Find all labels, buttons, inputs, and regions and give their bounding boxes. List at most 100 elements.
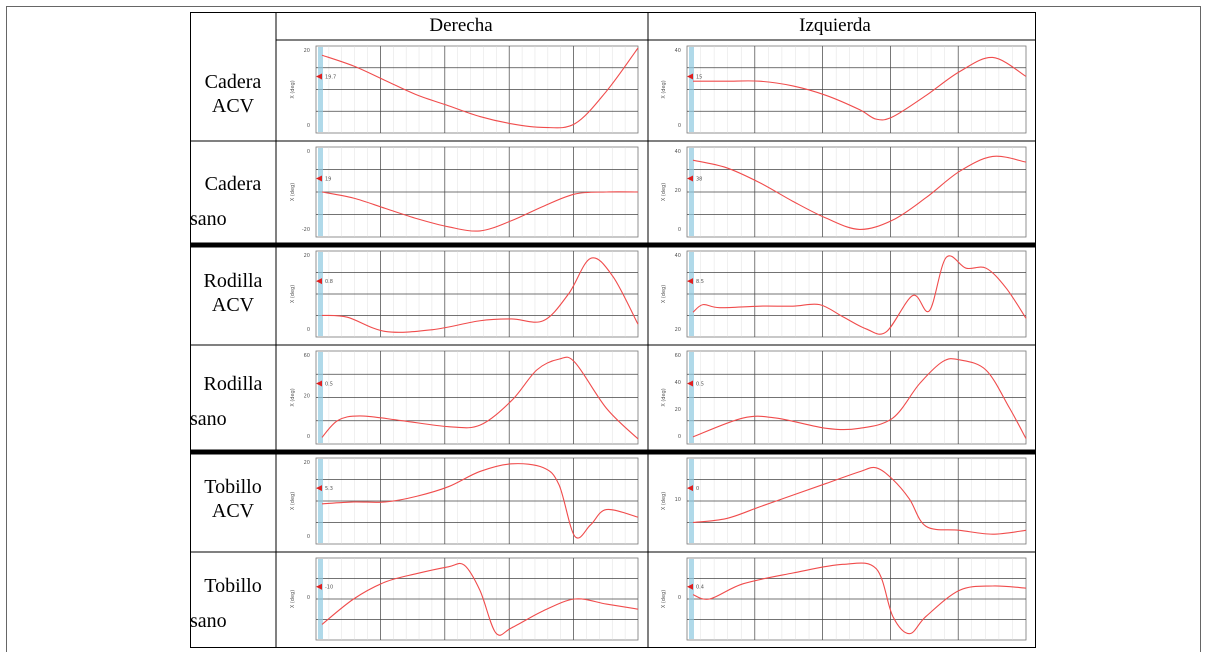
y-tick-label: 20 xyxy=(304,460,310,466)
cursor-marker xyxy=(687,380,693,387)
y-tick-label: 20 xyxy=(304,253,310,259)
cursor-bar xyxy=(689,252,694,336)
cursor-value-label: 38 xyxy=(696,177,702,183)
y-axis-label: X (deg) xyxy=(290,80,296,98)
y-tick-label: 20 xyxy=(304,48,310,54)
y-tick-label: 40 xyxy=(675,380,681,386)
cursor-marker xyxy=(316,278,322,285)
y-tick-label: 0 xyxy=(678,595,681,601)
cursor-value-label: 0 xyxy=(696,486,699,492)
series-line-izquierda-tobillo-acv xyxy=(692,466,1027,535)
cursor-marker xyxy=(316,175,322,182)
cursor-value-label: 19 xyxy=(325,177,331,183)
cursor-value-label: 0.8 xyxy=(325,279,333,285)
series-line-izquierda-rodilla-sano xyxy=(692,358,1027,439)
table-border xyxy=(190,12,1036,648)
cursor-marker xyxy=(687,73,693,80)
y-axis-label: X (deg) xyxy=(661,183,667,201)
y-axis-label: X (deg) xyxy=(290,590,296,608)
cursor-bar xyxy=(318,148,323,236)
gait-figure: X (deg) 20 0 19.7 X (deg) 40 0 15 X (deg) 0 -20 19 X… xyxy=(190,12,1036,648)
y-tick-label: 20 xyxy=(675,327,681,333)
series-line-derecha-cadera-sano xyxy=(321,191,639,232)
y-tick-label: 0 xyxy=(678,123,681,129)
y-axis-label: X (deg) xyxy=(290,388,296,406)
series-line-derecha-tobillo-sano xyxy=(321,562,639,636)
cursor-marker xyxy=(687,278,693,285)
y-tick-label: 0 xyxy=(307,534,310,540)
cursor-bar xyxy=(689,47,694,132)
row-label-line1: Tobillo xyxy=(204,575,262,597)
document-frame xyxy=(6,6,1201,652)
cursor-marker xyxy=(316,485,322,492)
cursor-bar xyxy=(318,459,323,543)
series-line-derecha-tobillo-acv xyxy=(321,463,639,539)
series-line-izquierda-rodilla-acv xyxy=(692,255,1027,335)
y-tick-label: 0 xyxy=(307,434,310,440)
y-tick-label: 0 xyxy=(307,595,310,601)
y-tick-label: 60 xyxy=(304,353,310,359)
row-label-line2: ACV xyxy=(211,95,255,117)
cursor-value-label: 8.5 xyxy=(696,279,704,285)
cursor-bar xyxy=(689,352,694,443)
y-axis-label: X (deg) xyxy=(661,590,667,608)
figure-canvas: X (deg) 20 0 19.7 X (deg) 40 0 15 X (deg) 0 -20 19 X… xyxy=(190,12,1036,648)
y-axis-label: X (deg) xyxy=(290,183,296,201)
cursor-bar xyxy=(318,559,323,639)
y-tick-label: 0 xyxy=(307,123,310,129)
row-label-tobillo-acv: Tobillo ACV xyxy=(190,475,276,523)
series-line-izquierda-cadera-acv xyxy=(693,56,1027,121)
cursor-marker xyxy=(687,485,693,492)
row-label-line2: ACV xyxy=(211,500,255,522)
cursor-marker xyxy=(687,583,693,590)
cursor-value-label: 0.5 xyxy=(696,382,704,388)
cursor-value-label: 0.4 xyxy=(696,585,704,591)
y-axis-label: X (deg) xyxy=(661,80,667,98)
y-tick-label: 0 xyxy=(307,327,310,333)
row-label-line1: Rodilla xyxy=(203,373,263,395)
cursor-marker xyxy=(316,583,322,590)
series-line-izquierda-tobillo-sano xyxy=(692,562,1027,635)
row-label-line2: sano xyxy=(190,208,227,230)
cursor-value-label: 19.7 xyxy=(325,74,336,80)
cursor-bar xyxy=(689,459,694,543)
y-tick-label: 0 xyxy=(678,434,681,440)
row-label-rodilla-sano: Rodilla sano xyxy=(190,372,276,431)
series-line-derecha-rodilla-sano xyxy=(321,356,639,440)
row-label-line1: Rodilla xyxy=(203,270,263,292)
cursor-marker xyxy=(687,175,693,182)
row-label-tobillo-sano: Tobillo sano xyxy=(190,574,276,633)
row-label-line2: ACV xyxy=(211,294,255,316)
y-axis-label: X (deg) xyxy=(661,388,667,406)
y-tick-label: 10 xyxy=(675,497,681,503)
y-tick-label: 0 xyxy=(678,227,681,233)
cursor-bar xyxy=(318,252,323,336)
series-line-izquierda-cadera-sano xyxy=(692,155,1027,230)
y-axis-label: X (deg) xyxy=(661,492,667,510)
row-label-line2: sano xyxy=(190,408,227,430)
row-label-line1: Cadera xyxy=(204,71,262,93)
cursor-bar xyxy=(318,47,323,132)
cursor-marker xyxy=(316,380,322,387)
y-tick-label: 40 xyxy=(675,149,681,155)
y-axis-label: X (deg) xyxy=(290,492,296,510)
row-label-line2: sano xyxy=(190,610,227,632)
cursor-value-label: 0.5 xyxy=(325,382,333,388)
y-tick-label: 20 xyxy=(675,407,681,413)
cursor-value-label: 15 xyxy=(696,74,702,80)
cursor-bar xyxy=(689,148,694,236)
cursor-value-label: -10 xyxy=(325,585,333,591)
row-label-line1: Cadera xyxy=(204,173,262,195)
cursor-marker xyxy=(316,73,322,80)
y-tick-label: -20 xyxy=(302,227,310,233)
y-axis-label: X (deg) xyxy=(290,285,296,303)
column-header-izquierda: Izquierda xyxy=(799,15,871,36)
y-tick-label: 20 xyxy=(675,188,681,194)
row-label-cadera-acv: Cadera ACV xyxy=(190,70,276,118)
series-line-derecha-cadera-acv xyxy=(321,47,639,129)
series-line-derecha-rodilla-acv xyxy=(321,257,639,333)
column-header-derecha: Derecha xyxy=(429,15,493,36)
y-tick-label: 60 xyxy=(675,353,681,359)
y-axis-label: X (deg) xyxy=(661,285,667,303)
y-tick-label: 0 xyxy=(307,149,310,155)
